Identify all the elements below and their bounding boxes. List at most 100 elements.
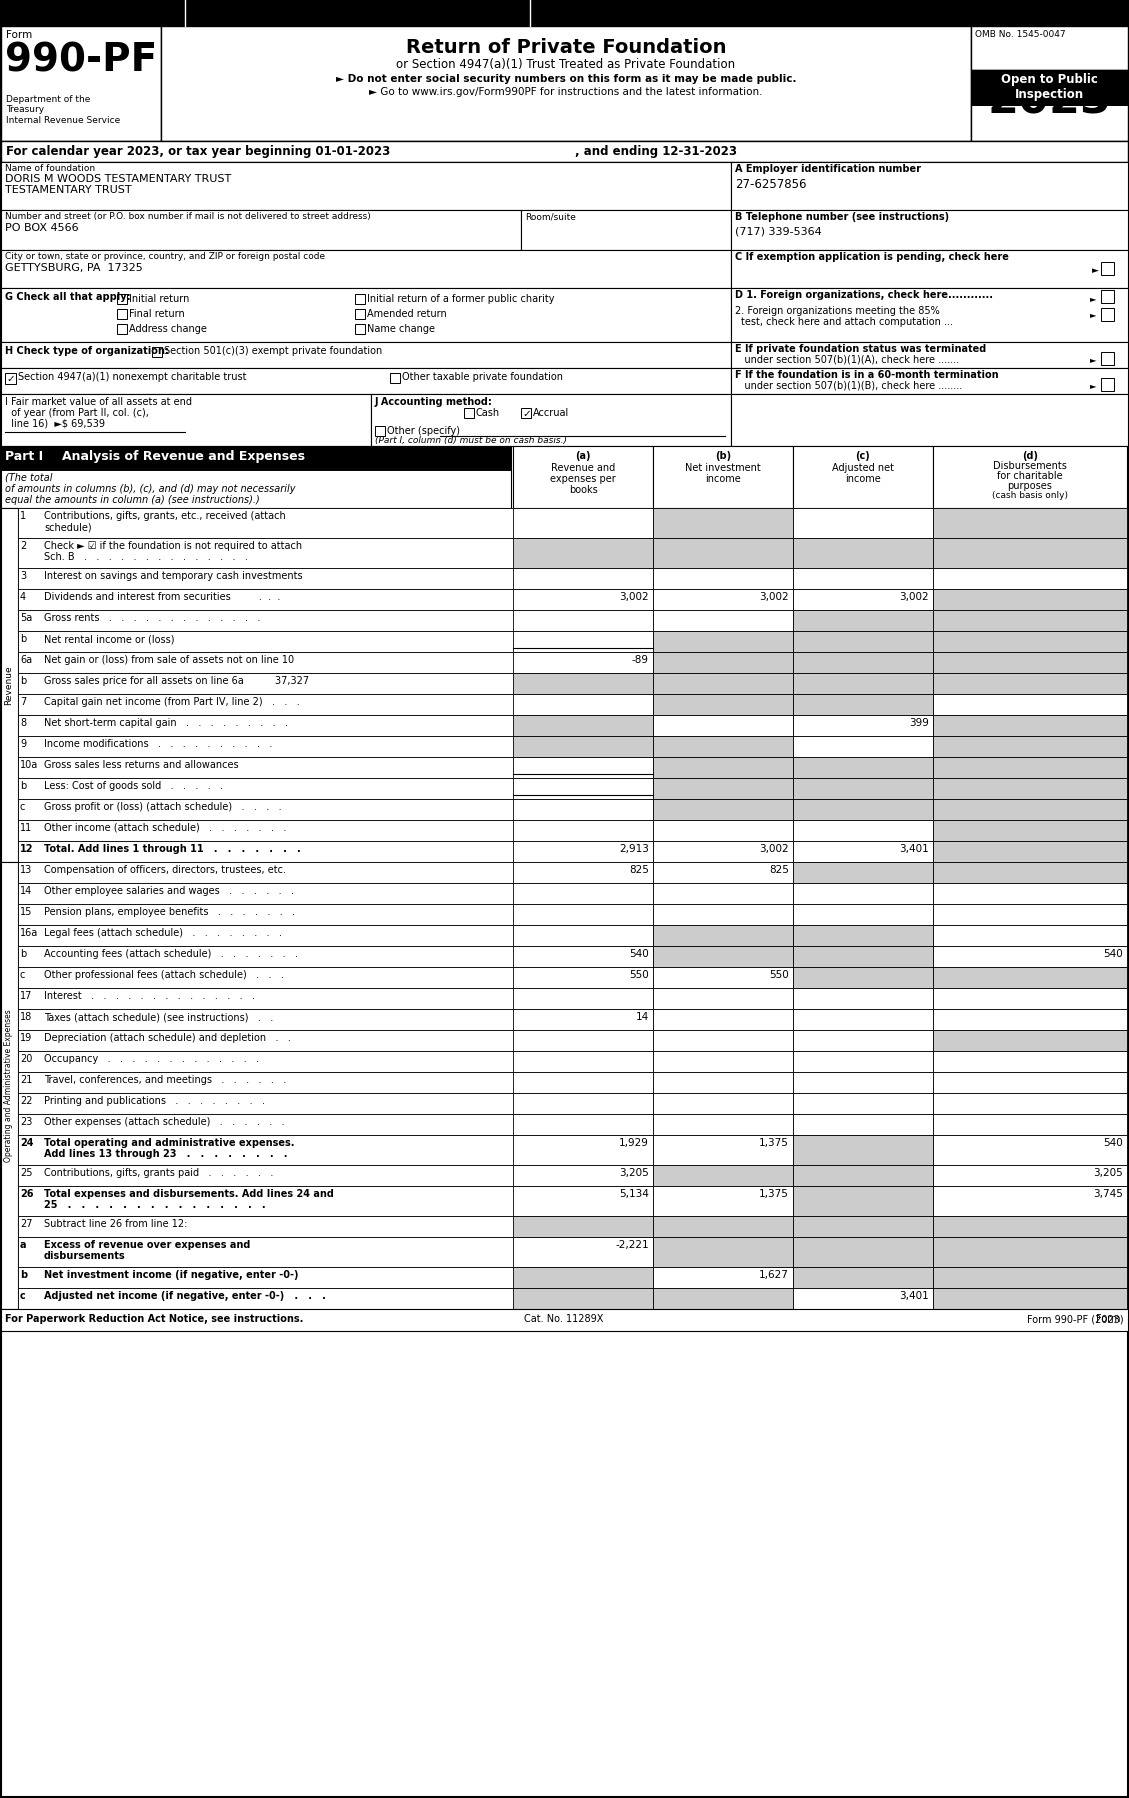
Bar	[730, 162, 1128, 210]
Bar	[793, 1072, 933, 1093]
Text: Cat. No. 11289X: Cat. No. 11289X	[524, 1314, 604, 1323]
Bar	[513, 1030, 653, 1052]
Text: ► Do not enter social security numbers on this form as it may be made public.: ► Do not enter social security numbers o…	[335, 74, 796, 85]
Text: Contributions, gifts, grants, etc., received (attach: Contributions, gifts, grants, etc., rece…	[44, 511, 286, 521]
Bar	[933, 1187, 1127, 1215]
Bar	[653, 841, 793, 861]
Bar	[933, 631, 1127, 653]
Bar	[513, 904, 653, 924]
Text: DORIS M WOODS TESTAMENTARY TRUST: DORIS M WOODS TESTAMENTARY TRUST	[5, 174, 231, 183]
Text: Printing and publications   .   .   .   .   .   .   .   .: Printing and publications . . . . . . . …	[44, 1097, 265, 1106]
Text: H Check type of organization:: H Check type of organization:	[5, 345, 169, 356]
Text: 11: 11	[20, 823, 33, 832]
Bar	[375, 426, 385, 435]
Text: Net investment income (if negative, enter -0-): Net investment income (if negative, ente…	[44, 1269, 298, 1280]
Text: Interest on savings and temporary cash investments: Interest on savings and temporary cash i…	[44, 572, 303, 581]
Bar	[1, 140, 1128, 162]
Bar	[18, 590, 1127, 610]
Bar	[730, 210, 1128, 250]
Bar	[653, 653, 793, 672]
Text: disbursements: disbursements	[44, 1251, 125, 1260]
Bar	[653, 924, 793, 946]
Text: 27-6257856: 27-6257856	[735, 178, 806, 191]
Text: Less: Cost of goods sold   .   .   .   .   .: Less: Cost of goods sold . . . . .	[44, 780, 224, 791]
Bar	[933, 735, 1127, 757]
Text: 15: 15	[20, 906, 33, 917]
Bar	[793, 631, 933, 653]
Text: income: income	[846, 475, 881, 484]
Bar	[1101, 289, 1114, 304]
Text: Section 4947(a)(1) nonexempt charitable trust: Section 4947(a)(1) nonexempt charitable …	[18, 372, 246, 381]
Bar	[793, 1165, 933, 1187]
Bar	[933, 1093, 1127, 1115]
Text: 540: 540	[1103, 949, 1123, 958]
Bar	[933, 904, 1127, 924]
Text: G Check all that apply:: G Check all that apply:	[5, 291, 131, 302]
Text: Open to Public
Inspection: Open to Public Inspection	[1000, 74, 1097, 101]
Bar	[653, 779, 793, 798]
Bar	[18, 1009, 1127, 1030]
Bar	[653, 1268, 793, 1287]
Bar	[793, 672, 933, 694]
Text: Department of the
Treasury
Internal Revenue Service: Department of the Treasury Internal Reve…	[6, 95, 121, 124]
Bar	[653, 716, 793, 735]
Text: TESTAMENTARY TRUST: TESTAMENTARY TRUST	[5, 185, 132, 194]
Text: OMB No. 1545-0047: OMB No. 1545-0047	[975, 31, 1066, 40]
Bar	[653, 883, 793, 904]
Text: Gross profit or (loss) (attach schedule)   .   .   .   .: Gross profit or (loss) (attach schedule)…	[44, 802, 281, 813]
Text: Contributions, gifts, grants paid   .   .   .   .   .   .: Contributions, gifts, grants paid . . . …	[44, 1169, 273, 1178]
Text: Taxes (attach schedule) (see instructions)   .   .: Taxes (attach schedule) (see instruction…	[44, 1012, 273, 1021]
Text: 550: 550	[769, 969, 789, 980]
Bar	[371, 394, 730, 446]
Text: c: c	[20, 802, 25, 813]
Text: I Fair market value of all assets at end: I Fair market value of all assets at end	[5, 397, 192, 406]
Text: 2023: 2023	[987, 79, 1111, 122]
Bar	[653, 967, 793, 987]
Bar	[933, 1009, 1127, 1030]
Bar	[18, 798, 1127, 820]
Bar	[971, 25, 1128, 70]
Text: 3,745: 3,745	[1093, 1188, 1123, 1199]
Bar	[793, 904, 933, 924]
Text: 24: 24	[20, 1138, 34, 1147]
Text: c: c	[20, 969, 25, 980]
Bar	[793, 841, 933, 861]
Bar	[513, 757, 653, 779]
Bar	[18, 987, 1127, 1009]
Text: 3,401: 3,401	[900, 1291, 929, 1302]
Bar	[933, 946, 1127, 967]
Bar	[18, 924, 1127, 946]
Text: Other income (attach schedule)   .   .   .   .   .   .   .: Other income (attach schedule) . . . . .…	[44, 823, 287, 832]
Bar	[18, 1237, 1127, 1268]
Text: 5,134: 5,134	[619, 1188, 649, 1199]
Text: Excess of revenue over expenses and: Excess of revenue over expenses and	[44, 1241, 251, 1250]
Bar	[18, 1072, 1127, 1093]
Text: Occupancy   .   .   .   .   .   .   .   .   .   .   .   .   .: Occupancy . . . . . . . . . . . . .	[44, 1054, 260, 1064]
Bar	[513, 735, 653, 757]
Text: Amended return: Amended return	[367, 309, 447, 318]
Bar	[933, 509, 1127, 538]
Bar	[513, 883, 653, 904]
Text: (Part I, column (d) must be on cash basis.): (Part I, column (d) must be on cash basi…	[375, 435, 567, 444]
Bar	[793, 757, 933, 779]
Bar	[730, 342, 1128, 369]
Text: Final return: Final return	[129, 309, 185, 318]
Bar	[1, 394, 371, 446]
Bar	[653, 1009, 793, 1030]
Bar	[653, 590, 793, 610]
Text: Total. Add lines 1 through 11   .   .   .   .   .   .   .: Total. Add lines 1 through 11 . . . . . …	[44, 843, 300, 854]
Text: -89: -89	[632, 654, 649, 665]
Text: under section 507(b)(1)(A), check here .......: under section 507(b)(1)(A), check here .…	[735, 354, 960, 365]
Bar	[793, 509, 933, 538]
Bar	[513, 1072, 653, 1093]
Text: or Section 4947(a)(1) Trust Treated as Private Foundation: or Section 4947(a)(1) Trust Treated as P…	[396, 58, 736, 70]
Text: b: b	[20, 676, 26, 687]
Text: b: b	[20, 780, 26, 791]
Bar	[1, 288, 730, 342]
Text: 1: 1	[20, 511, 26, 521]
Bar	[18, 779, 1127, 798]
Bar	[933, 672, 1127, 694]
Text: 18: 18	[20, 1012, 33, 1021]
Text: Dividends and interest from securities         .  .  .: Dividends and interest from securities .…	[44, 592, 280, 602]
Bar	[513, 538, 653, 568]
